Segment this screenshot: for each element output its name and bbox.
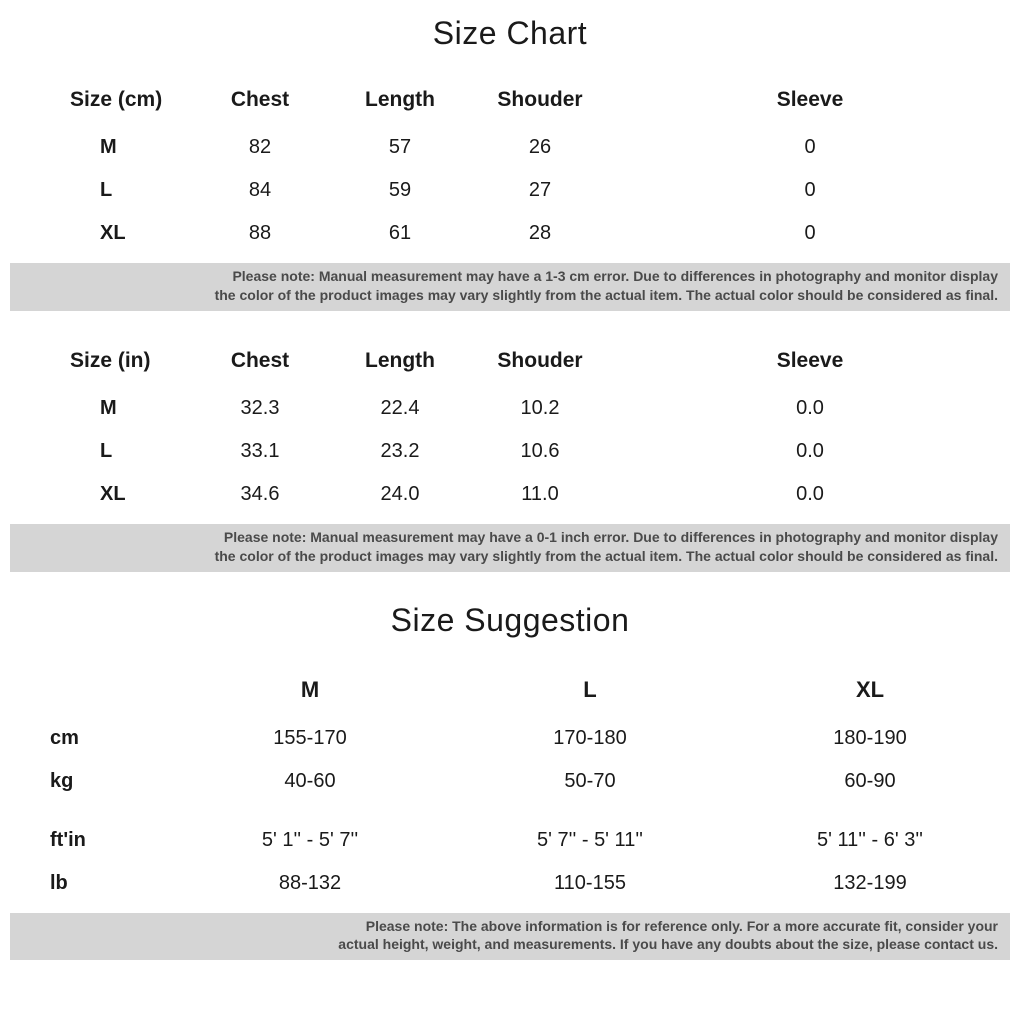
table-row: M 32.3 22.4 10.2 0.0 xyxy=(10,387,1010,430)
col-header-m: M xyxy=(170,669,450,717)
col-header-sleeve: Sleeve xyxy=(610,80,1010,126)
cell-value: 33.1 xyxy=(190,430,330,473)
col-header-blank xyxy=(10,669,170,717)
size-suggestion-table: M L XL cm 155-170 170-180 180-190 kg 40-… xyxy=(10,669,1010,905)
cell-value: 0 xyxy=(610,169,1010,212)
size-label: L xyxy=(10,169,190,212)
cell-value: 57 xyxy=(330,126,470,169)
col-header-sleeve: Sleeve xyxy=(610,341,1010,387)
note-text: Please note: The above information is fo… xyxy=(366,918,998,934)
table-row: L 84 59 27 0 xyxy=(10,169,1010,212)
size-label: M xyxy=(10,387,190,430)
col-header-size: Size (cm) xyxy=(10,80,190,126)
size-table-cm: Size (cm) Chest Length Shouder Sleeve M … xyxy=(10,80,1010,255)
size-label: L xyxy=(10,430,190,473)
col-header-shoulder: Shouder xyxy=(470,80,610,126)
col-header-length: Length xyxy=(330,341,470,387)
cell-value: 5' 1'' - 5' 7'' xyxy=(170,803,450,862)
cell-value: 59 xyxy=(330,169,470,212)
cell-value: 40-60 xyxy=(170,760,450,803)
size-chart-title: Size Chart xyxy=(10,15,1010,52)
note-bar-in: Please note: Manual measurement may have… xyxy=(10,524,1010,572)
note-text: Please note: Manual measurement may have… xyxy=(224,529,998,545)
cell-value: 60-90 xyxy=(730,760,1010,803)
col-header-chest: Chest xyxy=(190,341,330,387)
table-row: lb 88-132 110-155 132-199 xyxy=(10,862,1010,905)
cell-value: 0.0 xyxy=(610,387,1010,430)
cell-value: 88-132 xyxy=(170,862,450,905)
size-suggestion-title: Size Suggestion xyxy=(10,602,1010,639)
table-row: ft'in 5' 1'' - 5' 7'' 5' 7'' - 5' 11'' 5… xyxy=(10,803,1010,862)
size-label: M xyxy=(10,126,190,169)
cell-value: 88 xyxy=(190,212,330,255)
note-bar-suggestion: Please note: The above information is fo… xyxy=(10,913,1010,961)
cell-value: 10.6 xyxy=(470,430,610,473)
cell-value: 50-70 xyxy=(450,760,730,803)
col-header-length: Length xyxy=(330,80,470,126)
col-header-size: Size (in) xyxy=(10,341,190,387)
cell-value: 26 xyxy=(470,126,610,169)
note-text: the color of the product images may vary… xyxy=(215,287,998,303)
unit-label: lb xyxy=(10,862,170,905)
table-row: M 82 57 26 0 xyxy=(10,126,1010,169)
cell-value: 0 xyxy=(610,126,1010,169)
table-header-row: Size (cm) Chest Length Shouder Sleeve xyxy=(10,80,1010,126)
unit-label: ft'in xyxy=(10,803,170,862)
col-header-xl: XL xyxy=(730,669,1010,717)
table-row: kg 40-60 50-70 60-90 xyxy=(10,760,1010,803)
col-header-l: L xyxy=(450,669,730,717)
col-header-shoulder: Shouder xyxy=(470,341,610,387)
cell-value: 84 xyxy=(190,169,330,212)
cell-value: 5' 7'' - 5' 11'' xyxy=(450,803,730,862)
cell-value: 180-190 xyxy=(730,717,1010,760)
note-bar-cm: Please note: Manual measurement may have… xyxy=(10,263,1010,311)
table-header-row: Size (in) Chest Length Shouder Sleeve xyxy=(10,341,1010,387)
cell-value: 28 xyxy=(470,212,610,255)
cell-value: 5' 11'' - 6' 3'' xyxy=(730,803,1010,862)
table-row: L 33.1 23.2 10.6 0.0 xyxy=(10,430,1010,473)
cell-value: 22.4 xyxy=(330,387,470,430)
cell-value: 82 xyxy=(190,126,330,169)
cell-value: 24.0 xyxy=(330,473,470,516)
cell-value: 155-170 xyxy=(170,717,450,760)
cell-value: 23.2 xyxy=(330,430,470,473)
note-text: Please note: Manual measurement may have… xyxy=(232,268,998,284)
cell-value: 170-180 xyxy=(450,717,730,760)
size-label: XL xyxy=(10,212,190,255)
size-table-in: Size (in) Chest Length Shouder Sleeve M … xyxy=(10,341,1010,516)
cell-value: 11.0 xyxy=(470,473,610,516)
cell-value: 132-199 xyxy=(730,862,1010,905)
size-label: XL xyxy=(10,473,190,516)
cell-value: 10.2 xyxy=(470,387,610,430)
table-row: XL 88 61 28 0 xyxy=(10,212,1010,255)
col-header-chest: Chest xyxy=(190,80,330,126)
table-header-row: M L XL xyxy=(10,669,1010,717)
table-row: cm 155-170 170-180 180-190 xyxy=(10,717,1010,760)
cell-value: 32.3 xyxy=(190,387,330,430)
cell-value: 61 xyxy=(330,212,470,255)
note-text: actual height, weight, and measurements.… xyxy=(338,936,998,952)
unit-label: cm xyxy=(10,717,170,760)
cell-value: 0.0 xyxy=(610,473,1010,516)
table-row: XL 34.6 24.0 11.0 0.0 xyxy=(10,473,1010,516)
cell-value: 27 xyxy=(470,169,610,212)
unit-label: kg xyxy=(10,760,170,803)
cell-value: 0 xyxy=(610,212,1010,255)
cell-value: 34.6 xyxy=(190,473,330,516)
note-text: the color of the product images may vary… xyxy=(215,548,998,564)
cell-value: 0.0 xyxy=(610,430,1010,473)
cell-value: 110-155 xyxy=(450,862,730,905)
